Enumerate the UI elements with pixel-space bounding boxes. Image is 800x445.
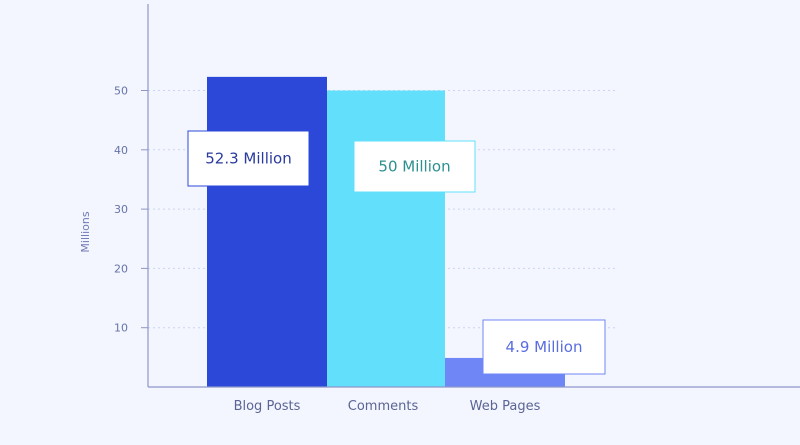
y-axis-title: Millions — [79, 211, 92, 252]
bar-blog-posts — [207, 76, 327, 388]
data-label: 52.3 Million — [205, 150, 291, 168]
data-label: 4.9 Million — [506, 338, 583, 356]
data-label-box — [482, 319, 606, 375]
data-labels: 52.3 Million 50 Million 4.9 Million — [187, 130, 606, 375]
y-tick-label: 20 — [114, 262, 128, 275]
category-label: Blog Posts — [234, 399, 301, 414]
y-tick-label: 40 — [114, 144, 128, 157]
bar-comments — [327, 90, 445, 387]
y-tick-label: 50 — [114, 85, 128, 98]
data-label-box — [187, 130, 310, 187]
y-axis-ticks: 10 20 30 40 50 — [114, 85, 148, 335]
y-tick-label: 10 — [114, 322, 128, 335]
y-tick-label: 30 — [114, 203, 128, 216]
category-label: Web Pages — [470, 399, 541, 414]
category-label: Comments — [348, 399, 419, 414]
data-label: 50 Million — [378, 158, 450, 176]
bars — [207, 76, 565, 388]
category-labels: Blog Posts Comments Web Pages — [234, 399, 541, 414]
data-label-box — [353, 140, 476, 193]
